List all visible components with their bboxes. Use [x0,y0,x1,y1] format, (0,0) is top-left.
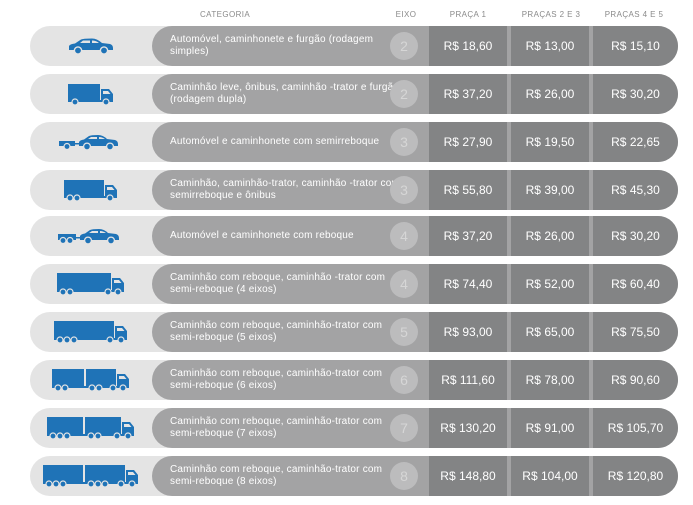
price-pracas-2-3: R$ 91,00 [511,408,589,448]
category-description: Caminhão com reboque, caminhão-trator co… [170,320,383,343]
axle-count: 3 [390,128,418,156]
light-truck-icon [30,74,152,114]
price-praca-1: R$ 148,80 [429,456,507,496]
table-row: R$ 148,80 R$ 104,00 R$ 120,80 Caminhão c… [30,456,678,496]
row-pill: R$ 55,80 R$ 39,00 R$ 45,30 [30,170,678,210]
axle-count: 4 [390,270,418,298]
category-description: Caminhão leve, ônibus, caminhão -trator … [170,82,400,105]
row-pill: R$ 111,60 R$ 78,00 R$ 90,60 [30,360,678,400]
header-pracas-2-3: PRAÇAS 2 E 3 [521,10,581,19]
category-description: Caminhão com reboque, caminhão-trator co… [170,368,383,391]
category-description: Automóvel, caminhonete e furgão (rodagem… [170,34,374,57]
price-praca-1: R$ 18,60 [429,26,507,66]
axle-count: 4 [390,222,418,250]
price-pracas-2-3: R$ 52,00 [511,264,589,304]
category-description: Caminhão, caminhão-trator, caminhão -tra… [170,178,401,201]
price-pracas-4-5: R$ 75,50 [593,312,678,352]
axle-count: 3 [390,176,418,204]
price-praca-1: R$ 27,90 [429,122,507,162]
axle-count: 6 [390,366,418,394]
table-row: R$ 37,20 R$ 26,00 R$ 30,20 Caminhão leve… [30,74,678,114]
axle-count: 2 [390,80,418,108]
header-eixo: EIXO [395,10,417,19]
table-row: R$ 111,60 R$ 78,00 R$ 90,60 Caminhão com… [30,360,678,400]
row-pill: R$ 93,00 R$ 65,00 R$ 75,50 [30,312,678,352]
truck-6-axles-icon [30,360,152,400]
price-pracas-4-5: R$ 90,60 [593,360,678,400]
axle-count: 5 [390,318,418,346]
price-pracas-2-3: R$ 19,50 [511,122,589,162]
price-pracas-4-5: R$ 45,30 [593,170,678,210]
price-pracas-4-5: R$ 105,70 [593,408,678,448]
truck-4-axles-icon [30,264,152,304]
price-pracas-4-5: R$ 30,20 [593,216,678,256]
table-row: R$ 93,00 R$ 65,00 R$ 75,50 Caminhão com … [30,312,678,352]
axle-count: 2 [390,32,418,60]
truck-8-axles-icon [30,456,152,496]
price-pracas-4-5: R$ 60,40 [593,264,678,304]
row-pill: R$ 130,20 R$ 91,00 R$ 105,70 [30,408,678,448]
car-icon [30,26,152,66]
axle-count: 7 [390,414,418,442]
header-praca-1: PRAÇA 1 [449,10,487,19]
price-pracas-2-3: R$ 78,00 [511,360,589,400]
price-praca-1: R$ 55,80 [429,170,507,210]
price-pracas-4-5: R$ 120,80 [593,456,678,496]
price-pracas-2-3: R$ 65,00 [511,312,589,352]
header-categoria: CATEGORIA [200,10,251,19]
category-description: Caminhão com reboque, caminhão-trator co… [170,416,383,439]
price-praca-1: R$ 37,20 [429,216,507,256]
category-description: Caminhão com reboque, caminhão-trator co… [170,464,383,487]
axle-count: 8 [390,462,418,490]
table-row: R$ 27,90 R$ 19,50 R$ 22,65 Automóvel e c… [30,122,678,162]
truck-7-axles-icon [30,408,152,448]
truck-3-axles-icon [30,170,152,210]
row-pill: R$ 37,20 R$ 26,00 R$ 30,20 [30,216,678,256]
category-description: Automóvel e caminhonete com semirreboque [170,136,380,147]
table-row: R$ 37,20 R$ 26,00 R$ 30,20 Automóvel e c… [30,216,678,256]
table-row: R$ 55,80 R$ 39,00 R$ 45,30 Caminhão, cam… [30,170,678,210]
price-praca-1: R$ 130,20 [429,408,507,448]
price-pracas-2-3: R$ 39,00 [511,170,589,210]
table-row: R$ 18,60 R$ 13,00 R$ 15,10 Automóvel, ca… [30,26,678,66]
price-praca-1: R$ 93,00 [429,312,507,352]
price-pracas-2-3: R$ 104,00 [511,456,589,496]
row-pill: R$ 74,40 R$ 52,00 R$ 60,40 [30,264,678,304]
price-pracas-2-3: R$ 26,00 [511,74,589,114]
price-praca-1: R$ 37,20 [429,74,507,114]
price-pracas-4-5: R$ 22,65 [593,122,678,162]
truck-5-axles-icon [30,312,152,352]
category-description: Caminhão com reboque, caminhão -trator c… [170,272,386,295]
price-pracas-4-5: R$ 15,10 [593,26,678,66]
category-description: Automóvel e caminhonete com reboque [170,230,354,241]
price-praca-1: R$ 111,60 [429,360,507,400]
table-row: R$ 74,40 R$ 52,00 R$ 60,40 Caminhão com … [30,264,678,304]
table-row: R$ 130,20 R$ 91,00 R$ 105,70 Caminhão co… [30,408,678,448]
car-with-semitrailer-icon [30,122,152,162]
price-pracas-4-5: R$ 30,20 [593,74,678,114]
price-praca-1: R$ 74,40 [429,264,507,304]
car-with-trailer-icon [30,216,152,256]
price-pracas-2-3: R$ 26,00 [511,216,589,256]
price-pracas-2-3: R$ 13,00 [511,26,589,66]
header-pracas-4-5: PRAÇAS 4 E 5 [604,10,664,19]
